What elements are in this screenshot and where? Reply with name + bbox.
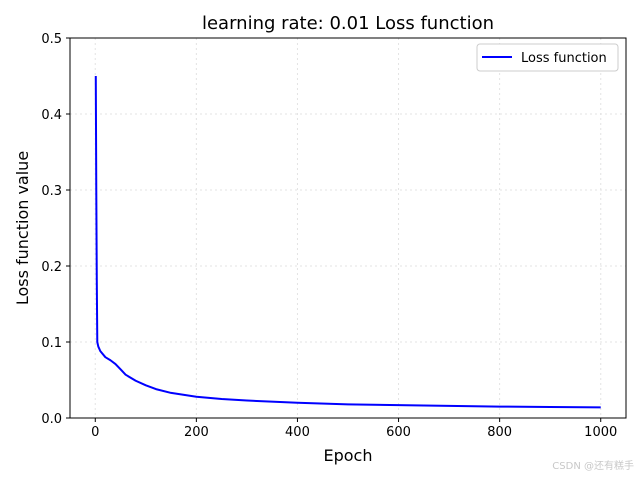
grid-lines — [70, 37, 626, 419]
y-tick-label: 0.5 — [41, 32, 62, 47]
x-tick-label: 200 — [184, 425, 209, 440]
x-tick-label: 400 — [285, 425, 310, 440]
legend-label: Loss function — [521, 51, 607, 66]
y-tick-label: 0.1 — [41, 336, 62, 351]
legend: Loss function — [476, 43, 619, 72]
series-line-loss-function — [94, 75, 601, 409]
x-tick-label: 800 — [487, 425, 512, 440]
x-axis-label: Epoch — [324, 446, 373, 465]
y-axis-label: Loss function value — [13, 151, 32, 305]
chart-title: learning rate: 0.01 Loss function — [202, 13, 494, 34]
y-tick-label: 0.2 — [41, 260, 62, 275]
x-tick-label: 600 — [386, 425, 411, 440]
x-axis-ticks: 0 200 400 600 800 1000 — [91, 418, 617, 440]
plot-frame — [69, 37, 627, 419]
x-tick-label: 1000 — [584, 425, 617, 440]
y-tick-label: 0.4 — [41, 108, 62, 123]
y-axis-ticks: 0.0 0.1 0.2 0.3 0.4 0.5 — [41, 32, 70, 427]
watermark: CSDN @还有糕手 — [552, 461, 634, 472]
x-tick-label: 0 — [91, 425, 99, 440]
series-layer — [94, 75, 601, 409]
y-tick-label: 0.0 — [41, 412, 62, 427]
y-tick-label: 0.3 — [41, 184, 62, 199]
legend-box — [476, 43, 619, 72]
